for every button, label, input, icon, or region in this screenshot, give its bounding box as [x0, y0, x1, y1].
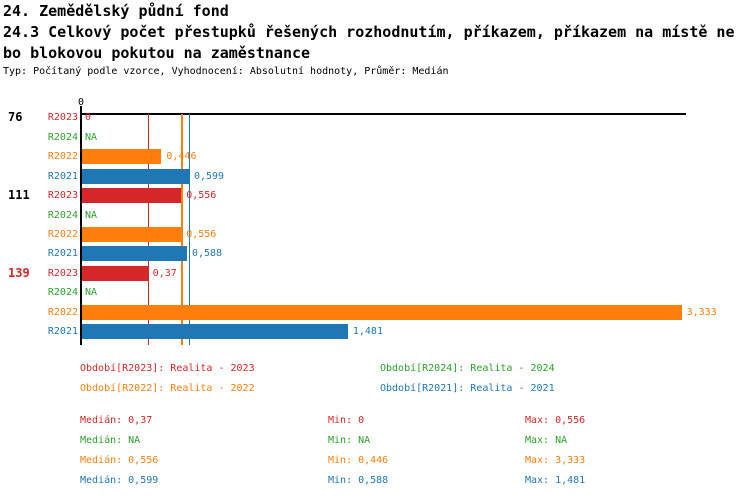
median-line-r2021 — [188, 114, 191, 345]
bar-value-label: 0,556 — [186, 190, 217, 202]
stat-max: Max: 3,333 — [525, 455, 586, 466]
bar-111-r2023 — [82, 188, 182, 204]
bar-139-r2023 — [82, 265, 148, 281]
bar-value-label: 0,446 — [166, 151, 197, 163]
series-row-label: R2023 — [47, 267, 78, 279]
stat-median: Medián: NA — [80, 435, 141, 446]
series-row-label: R2022 — [47, 229, 78, 240]
stat-max: Max: 1,481 — [525, 475, 586, 486]
series-row-label: R2021 — [47, 170, 78, 182]
bar-value-label: 0,599 — [193, 170, 225, 182]
bar-111-r2022 — [82, 227, 182, 242]
stat-min: Min: 0,446 — [328, 455, 389, 466]
group-label-76: 76 — [8, 110, 23, 125]
legend-item-2021]: Období[R2021]: Realita - 2021 — [380, 383, 555, 394]
bar-value-label: 3,333 — [686, 306, 717, 318]
bar-value-label: 0 — [85, 112, 92, 124]
median-line-r2022 — [181, 114, 183, 345]
stat-min: Min: NA — [328, 435, 371, 446]
report-subtitle-line2: bo blokovou pokutou na zaměstnance — [3, 44, 311, 62]
bar-76-r2021 — [82, 168, 189, 184]
series-row-label: R2021 — [47, 248, 78, 260]
series-row-label: R2024 — [47, 131, 78, 143]
stat-median: Medián: 0,37 — [80, 415, 153, 426]
group-label-111: 111 — [8, 188, 30, 203]
stat-min: Min: 0 — [328, 415, 365, 426]
axis-zero-tick-label: 0 — [77, 97, 85, 108]
bar-value-label: NA — [85, 131, 98, 143]
bar-value-label: 1,481 — [352, 326, 383, 338]
legend-item-2022]: Období[R2022]: Realita - 2022 — [80, 383, 255, 394]
y-axis-zero-line — [80, 106, 82, 345]
bar-value-label: NA — [85, 287, 98, 299]
bar-value-label: 0,588 — [191, 248, 223, 260]
report-title: 24. Zemědělský půdní fond — [3, 2, 229, 20]
series-row-label: R2023 — [47, 112, 78, 124]
series-row-label: R2022 — [47, 151, 78, 163]
bar-value-label: NA — [85, 209, 98, 221]
report-meta: Typ: Počítaný podle vzorce, Vyhodnocení:… — [3, 66, 449, 77]
bar-139-r2021 — [82, 324, 348, 340]
series-row-label: R2024 — [47, 209, 78, 221]
group-label-139: 139 — [8, 265, 30, 280]
stat-median: Medián: 0,556 — [80, 455, 159, 466]
stat-median: Medián: 0,599 — [80, 475, 159, 486]
legend-item-2023]: Období[R2023]: Realita - 2023 — [80, 363, 255, 374]
x-axis-line — [80, 113, 686, 115]
bar-value-label: 0,37 — [152, 267, 177, 279]
bar-139-r2022 — [82, 304, 682, 320]
stat-max: Max: 0,556 — [525, 415, 586, 426]
series-row-label: R2021 — [47, 326, 78, 338]
series-row-label: R2022 — [47, 306, 78, 318]
report-subtitle-line1: 24.3 Celkový počet přestupků řešených ro… — [3, 23, 735, 41]
legend-item-2024]: Období[R2024]: Realita - 2024 — [380, 363, 555, 374]
bar-111-r2021 — [82, 246, 187, 262]
stat-max: Max: NA — [525, 435, 568, 446]
bar-value-label: 0,556 — [186, 229, 217, 240]
bar-76-r2022 — [82, 149, 162, 165]
stat-min: Min: 0,588 — [328, 475, 389, 486]
series-row-label: R2023 — [47, 190, 78, 202]
series-row-label: R2024 — [47, 287, 78, 299]
